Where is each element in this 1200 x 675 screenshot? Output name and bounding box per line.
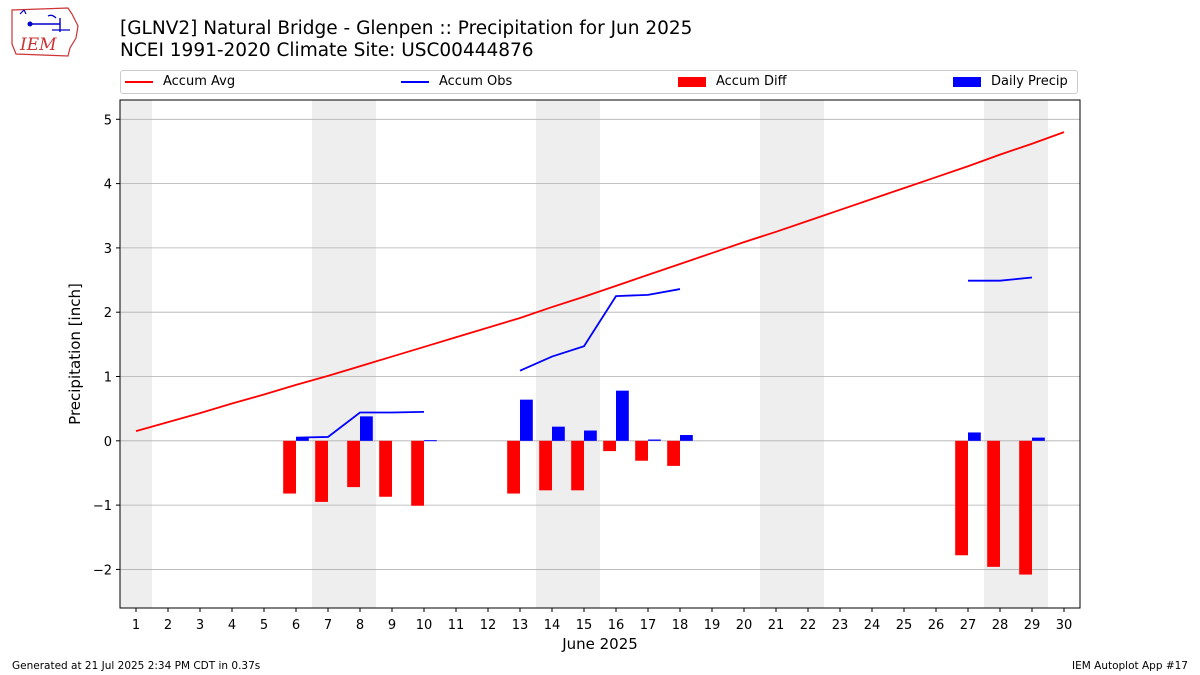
daily-precip-bar — [648, 439, 661, 441]
x-tick-label: 5 — [260, 618, 268, 633]
weekend-band — [536, 100, 600, 608]
x-tick-label: 21 — [768, 618, 785, 633]
daily-precip-bar — [968, 432, 981, 441]
legend-label-daily-precip: Daily Precip — [991, 74, 1068, 89]
x-tick-label: 29 — [1024, 618, 1041, 633]
x-tick-label: 12 — [480, 618, 497, 633]
x-tick-label: 15 — [576, 618, 593, 633]
generated-timestamp: Generated at 21 Jul 2025 2:34 PM CDT in … — [12, 660, 261, 672]
accum-diff-bar — [347, 440, 360, 488]
weekend-band — [312, 100, 376, 608]
accum-diff-bar — [571, 440, 584, 491]
y-tick-label: 3 — [104, 242, 112, 257]
legend-item-daily-precip: Daily Precip — [953, 74, 1068, 89]
iem-logo: IEM — [8, 4, 82, 60]
daily-precip-bar — [520, 399, 533, 441]
app-credit: IEM Autoplot App #17 — [1072, 660, 1188, 672]
accum-obs-line — [295, 410, 425, 439]
x-tick-label: 13 — [512, 618, 529, 633]
x-tick-label: 19 — [704, 618, 721, 633]
daily-precip-bar — [360, 416, 373, 441]
x-tick-label: 23 — [832, 618, 849, 633]
plot-frame — [119, 99, 1081, 609]
legend-swatch-accum-avg — [125, 80, 153, 83]
y-tick-label: 5 — [104, 113, 112, 128]
y-tick-label: 2 — [104, 306, 112, 321]
accum-diff-bar — [315, 440, 328, 502]
accum-diff-bar — [987, 440, 1000, 567]
y-tick-label: −1 — [93, 499, 112, 514]
accum-diff-bar — [635, 440, 648, 461]
chart-legend: Accum Avg Accum Obs Accum Diff Daily Pre… — [120, 70, 1078, 94]
daily-precip-bar — [1032, 437, 1045, 441]
iowa-map-icon: IEM — [11, 7, 79, 57]
x-tick-label: 26 — [928, 618, 945, 633]
x-tick-label: 25 — [896, 618, 913, 633]
legend-item-accum-diff: Accum Diff — [678, 74, 787, 89]
accum-obs-line — [519, 288, 681, 372]
x-tick-label: 22 — [800, 618, 817, 633]
daily-precip-bar — [584, 430, 597, 441]
x-axis-label: June 2025 — [561, 635, 638, 653]
svg-text:IEM: IEM — [19, 35, 57, 55]
x-tick-label: 9 — [388, 618, 396, 633]
y-tick-label: −2 — [93, 563, 112, 578]
accum-diff-bar — [955, 440, 968, 556]
accum-obs-line — [968, 276, 1033, 282]
x-tick-label: 20 — [736, 618, 753, 633]
y-tick-label: 1 — [104, 371, 112, 386]
x-tick-label: 10 — [416, 618, 433, 633]
y-axis-label: Precipitation [inch] — [66, 283, 84, 425]
x-tick-label: 28 — [992, 618, 1009, 633]
accum-diff-bar — [539, 440, 552, 491]
x-tick-label: 8 — [356, 618, 364, 633]
weekend-band — [120, 100, 152, 608]
x-tick-label: 14 — [544, 618, 561, 633]
y-tick-label: 0 — [104, 435, 112, 450]
x-tick-label: 16 — [608, 618, 625, 633]
chart-title-line2: NCEI 1991-2020 Climate Site: USC00444876 — [120, 40, 534, 61]
x-tick-label: 4 — [228, 618, 236, 633]
x-tick-label: 18 — [672, 618, 689, 633]
y-tick-label: 4 — [104, 178, 112, 193]
chart-title-line1: [GLNV2] Natural Bridge - Glenpen :: Prec… — [120, 18, 693, 39]
x-tick-label: 17 — [640, 618, 657, 633]
accum-diff-bar — [1019, 440, 1032, 575]
legend-swatch-daily-precip — [953, 76, 981, 87]
legend-swatch-accum-diff — [678, 76, 706, 87]
chart-title: [GLNV2] Natural Bridge - Glenpen :: Prec… — [120, 18, 692, 62]
x-tick-label: 1 — [132, 618, 140, 633]
daily-precip-bar — [296, 437, 309, 441]
legend-label-accum-diff: Accum Diff — [716, 74, 787, 89]
x-tick-label: 2 — [164, 618, 172, 633]
daily-precip-bar — [616, 390, 629, 441]
accum-diff-bar — [283, 440, 296, 494]
weekend-band — [760, 100, 824, 608]
x-tick-label: 30 — [1056, 618, 1073, 633]
x-tick-label: 11 — [448, 618, 465, 633]
x-tick-label: 24 — [864, 618, 881, 633]
daily-precip-bar — [552, 426, 565, 441]
accum-diff-bar — [667, 440, 680, 466]
legend-item-accum-obs: Accum Obs — [401, 74, 512, 89]
x-tick-label: 3 — [196, 618, 204, 633]
legend-swatch-accum-obs — [401, 80, 429, 83]
x-tick-label: 7 — [324, 618, 332, 633]
legend-label-accum-obs: Accum Obs — [439, 74, 513, 89]
accum-diff-bar — [603, 440, 616, 452]
x-tick-label: 27 — [960, 618, 977, 633]
x-tick-label: 6 — [292, 618, 300, 633]
accum-avg-line — [135, 131, 1065, 433]
accum-diff-bar — [379, 440, 392, 497]
legend-item-accum-avg: Accum Avg — [125, 74, 235, 89]
accum-diff-bar — [507, 440, 520, 494]
daily-precip-bar — [680, 435, 693, 441]
legend-label-accum-avg: Accum Avg — [163, 74, 236, 89]
daily-precip-bar — [424, 440, 437, 442]
accum-diff-bar — [411, 440, 424, 506]
